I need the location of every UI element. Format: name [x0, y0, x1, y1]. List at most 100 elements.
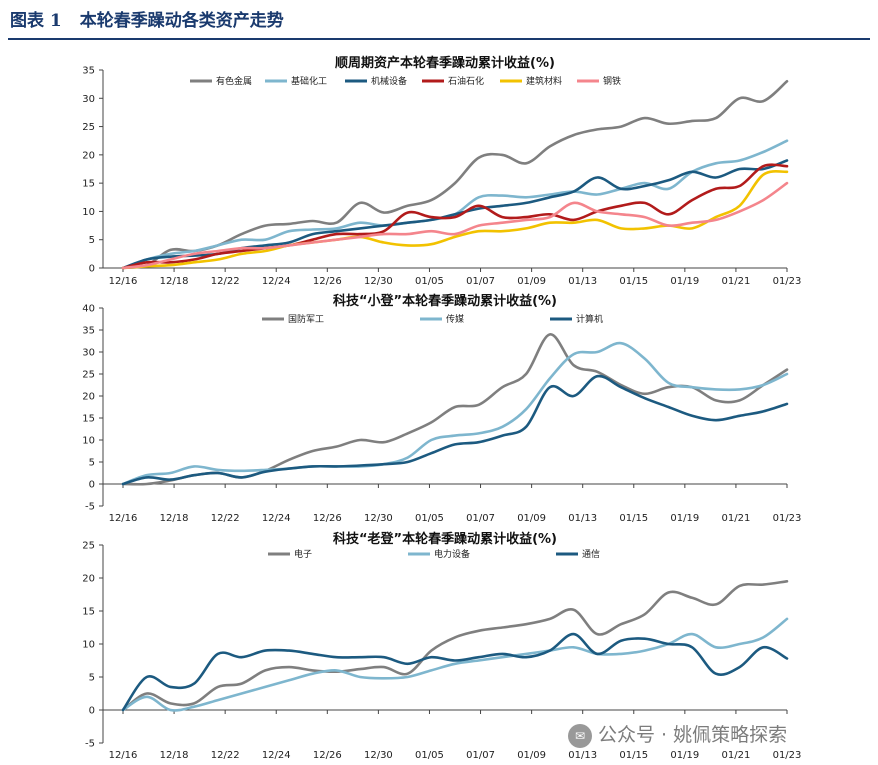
y-tick-label: 20: [82, 574, 95, 585]
x-tick-label: 12/16: [109, 276, 138, 287]
y-tick-label: 15: [82, 179, 95, 190]
legend-label: 建筑材料: [526, 75, 562, 87]
y-tick-label: 5: [89, 458, 95, 469]
y-tick-label: 35: [82, 66, 95, 77]
legend-label: 机械设备: [371, 75, 407, 87]
x-tick-label: 01/19: [670, 750, 699, 761]
series-line-国防军工: [121, 333, 789, 486]
figure-title: 本轮春季躁动各类资产走势: [79, 11, 284, 31]
x-tick-label: 01/07: [466, 750, 495, 761]
figure-label: 图表 1: [10, 11, 62, 31]
series-line-有色金属: [121, 80, 789, 270]
legend-label: 基础化工: [291, 75, 327, 87]
watermark-text: 公众号 · 姚佩策略探索: [598, 724, 788, 746]
header-rule: [8, 38, 870, 40]
chart-1: 0 5 10 15 20 25 30 35 12/16 12/18 12/22 12/24 12/26 1…: [82, 55, 801, 287]
x-tick-label: 01/23: [773, 750, 802, 761]
y-tick-label: 0: [89, 264, 95, 275]
y-tick-label: 10: [82, 436, 95, 447]
wechat-icon: ✉: [568, 723, 592, 748]
y-tick-label: -5: [85, 739, 95, 750]
x-tick-label: 12/26: [313, 750, 342, 761]
x-tick-label: 12/26: [313, 276, 342, 287]
series-line-传媒: [121, 341, 789, 486]
legend-label: 电力设备: [434, 548, 470, 560]
x-tick-label: 01/05: [415, 750, 444, 761]
chart-3: -5 0 5 10 15 20 25 12/16 12/18 12/22 12/24 12/26 12/…: [82, 531, 801, 761]
series-line-通信: [121, 632, 789, 712]
chart-title: 科技“老登”本轮春季躁动累计收益(%): [333, 531, 557, 547]
y-tick-label: 15: [82, 607, 95, 618]
x-tick-label: 01/23: [773, 276, 802, 287]
legend-label: 有色金属: [216, 75, 252, 87]
y-tick-label: 10: [82, 640, 95, 651]
legend-label: 电子: [294, 548, 312, 560]
x-tick-label: 01/09: [517, 513, 546, 524]
y-tick-label: 15: [82, 414, 95, 425]
x-tick-label: 01/21: [722, 276, 751, 287]
x-tick-label: 01/23: [773, 513, 802, 524]
x-tick-label: 12/24: [262, 513, 291, 524]
y-tick-label: 30: [82, 348, 95, 359]
y-tick-label: 10: [82, 207, 95, 218]
x-tick-label: 01/09: [517, 750, 546, 761]
x-tick-label: 01/05: [415, 276, 444, 287]
x-tick-label: 12/22: [211, 750, 240, 761]
series-line-钢铁: [121, 181, 789, 270]
x-tick-label: 12/22: [211, 513, 240, 524]
x-tick-label: 01/15: [619, 513, 648, 524]
x-tick-label: 01/05: [415, 513, 444, 524]
legend-label: 计算机: [576, 313, 603, 325]
x-tick-label: 12/18: [160, 276, 189, 287]
y-tick-label: 25: [82, 122, 95, 133]
chart-2: -5 0 5 10 15 20 25 30 35 40 12/16 12/18 12/22 12/24 12…: [82, 293, 801, 524]
x-tick-label: 12/18: [160, 513, 189, 524]
y-tick-label: 5: [89, 235, 95, 246]
y-tick-label: 5: [89, 673, 95, 684]
y-tick-label: 0: [89, 706, 95, 717]
y-tick-label: 20: [82, 150, 95, 161]
x-tick-label: 01/21: [722, 513, 751, 524]
x-tick-label: 01/15: [619, 750, 648, 761]
legend-label: 钢铁: [603, 75, 621, 87]
figure-header: 图表 1 本轮春季躁动各类资产走势: [10, 6, 302, 31]
x-tick-label: 01/09: [517, 276, 546, 287]
legend-label: 石油石化: [448, 75, 484, 87]
series-line-电力设备: [121, 617, 789, 712]
chart-title: 科技“小登”本轮春季躁动累计收益(%): [333, 293, 557, 309]
series-line-石油石化: [121, 163, 789, 270]
watermark: ✉ 公众号 · 姚佩策略探索: [568, 720, 787, 748]
y-tick-label: 40: [82, 304, 95, 315]
y-tick-label: 25: [82, 541, 95, 552]
x-tick-label: 12/30: [364, 750, 393, 761]
x-tick-label: 01/13: [568, 276, 597, 287]
y-tick-label: 35: [82, 326, 95, 337]
x-tick-label: 12/24: [262, 276, 291, 287]
x-tick-label: 12/30: [364, 513, 393, 524]
y-tick-label: 20: [82, 392, 95, 403]
x-tick-label: 01/15: [619, 276, 648, 287]
x-tick-label: 01/13: [568, 750, 597, 761]
legend-label: 国防军工: [288, 313, 324, 325]
x-tick-label: 01/13: [568, 513, 597, 524]
series-line-电子: [121, 580, 789, 712]
legend-label: 传媒: [446, 313, 464, 325]
x-tick-label: 01/07: [466, 276, 495, 287]
series-line-计算机: [121, 374, 789, 486]
y-tick-label: 0: [89, 480, 95, 491]
x-tick-label: 12/26: [313, 513, 342, 524]
x-tick-label: 12/24: [262, 750, 291, 761]
legend-label: 通信: [582, 548, 600, 560]
x-tick-label: 01/07: [466, 513, 495, 524]
y-tick-label: 25: [82, 370, 95, 381]
x-tick-label: 01/21: [722, 750, 751, 761]
y-tick-label: -5: [85, 502, 95, 513]
y-tick-label: 30: [82, 94, 95, 105]
chart-title: 顺周期资产本轮春季躁动累计收益(%): [335, 55, 555, 71]
x-tick-label: 12/30: [364, 276, 393, 287]
x-tick-label: 12/16: [109, 513, 138, 524]
x-tick-label: 12/16: [109, 750, 138, 761]
x-tick-label: 12/18: [160, 750, 189, 761]
x-tick-label: 01/19: [670, 276, 699, 287]
